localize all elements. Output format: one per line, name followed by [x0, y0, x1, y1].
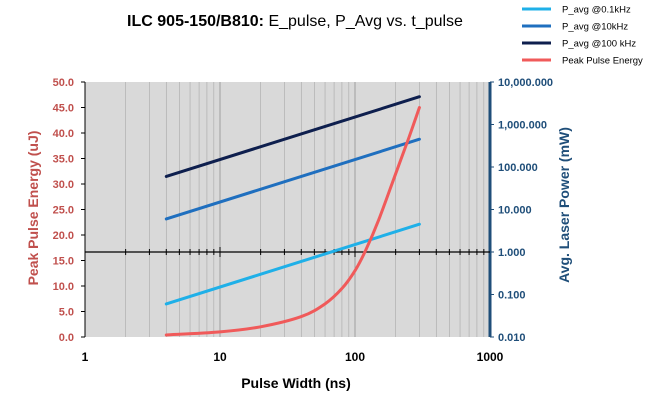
plot-background — [85, 82, 490, 337]
y-right-tick-label: 0.100 — [498, 290, 526, 302]
y-left-tick-label: 50.0 — [53, 77, 74, 89]
y-right-tick-label: 0.010 — [498, 332, 526, 344]
series-line-1 — [164, 222, 421, 306]
legend-label: P_avg @10kHz — [562, 22, 628, 33]
y-right-tick-label: 10.000 — [498, 205, 532, 217]
axes: 0.0 5.0 10.0 15.0 20.0 25.0 30.0 35.0 40.0 45.0 50… — [53, 77, 553, 364]
y-left-tick-label: 15.0 — [53, 256, 74, 268]
y-right-tick-label: 10,000.000 — [498, 77, 553, 89]
y-right-tick-label: 1.000 — [498, 247, 526, 259]
y-right-axis-label: Avg. Laser Power (mW) — [556, 127, 572, 283]
y-right-tick-label: 100.000 — [498, 162, 538, 174]
series-line-3 — [164, 95, 421, 178]
legend-label: P_avg @100 kHz — [562, 39, 636, 50]
legend-label: P_avg @0.1kHz — [562, 5, 631, 16]
y-left-tick-label: 20.0 — [53, 230, 74, 242]
legend: P_avg @0.1kHz P_avg @10kHz P_avg @100 kHz P… — [522, 5, 643, 67]
y-left-tick-label: 35.0 — [53, 154, 74, 166]
x-tick-label: 10 — [213, 350, 227, 364]
chart-title-rest: E_pulse, P_Avg vs. t_pulse — [264, 13, 463, 30]
y-right-tick-label: 1,000.000 — [498, 120, 547, 132]
x-tick-label: 1000 — [477, 350, 504, 364]
y-left-tick-label: 45.0 — [53, 103, 74, 115]
y-left-tick-label: 0.0 — [59, 332, 74, 344]
x-axis-label: Pulse Width (ns) — [241, 375, 351, 391]
series-line-4 — [164, 106, 421, 337]
y-left-tick-label: 5.0 — [59, 307, 74, 319]
x-tick-label: 100 — [345, 350, 365, 364]
chart-title-main: ILC 905-150/B810: — [127, 13, 264, 30]
chart-title: ILC 905-150/B810: E_pulse, P_Avg vs. t_p… — [127, 13, 463, 30]
y-left-tick-label: 30.0 — [53, 179, 74, 191]
series-line-2 — [164, 137, 421, 221]
y-left-axis-label: Peak Pulse Energy (uJ) — [25, 131, 41, 286]
y-left-tick-label: 10.0 — [53, 281, 74, 293]
x-tick-label: 1 — [82, 350, 89, 364]
series-lines — [164, 95, 421, 337]
legend-label: Peak Pulse Energy — [562, 56, 643, 67]
y-left-tick-label: 25.0 — [53, 205, 74, 217]
plot-area — [85, 82, 490, 337]
y-left-tick-label: 40.0 — [53, 128, 74, 140]
